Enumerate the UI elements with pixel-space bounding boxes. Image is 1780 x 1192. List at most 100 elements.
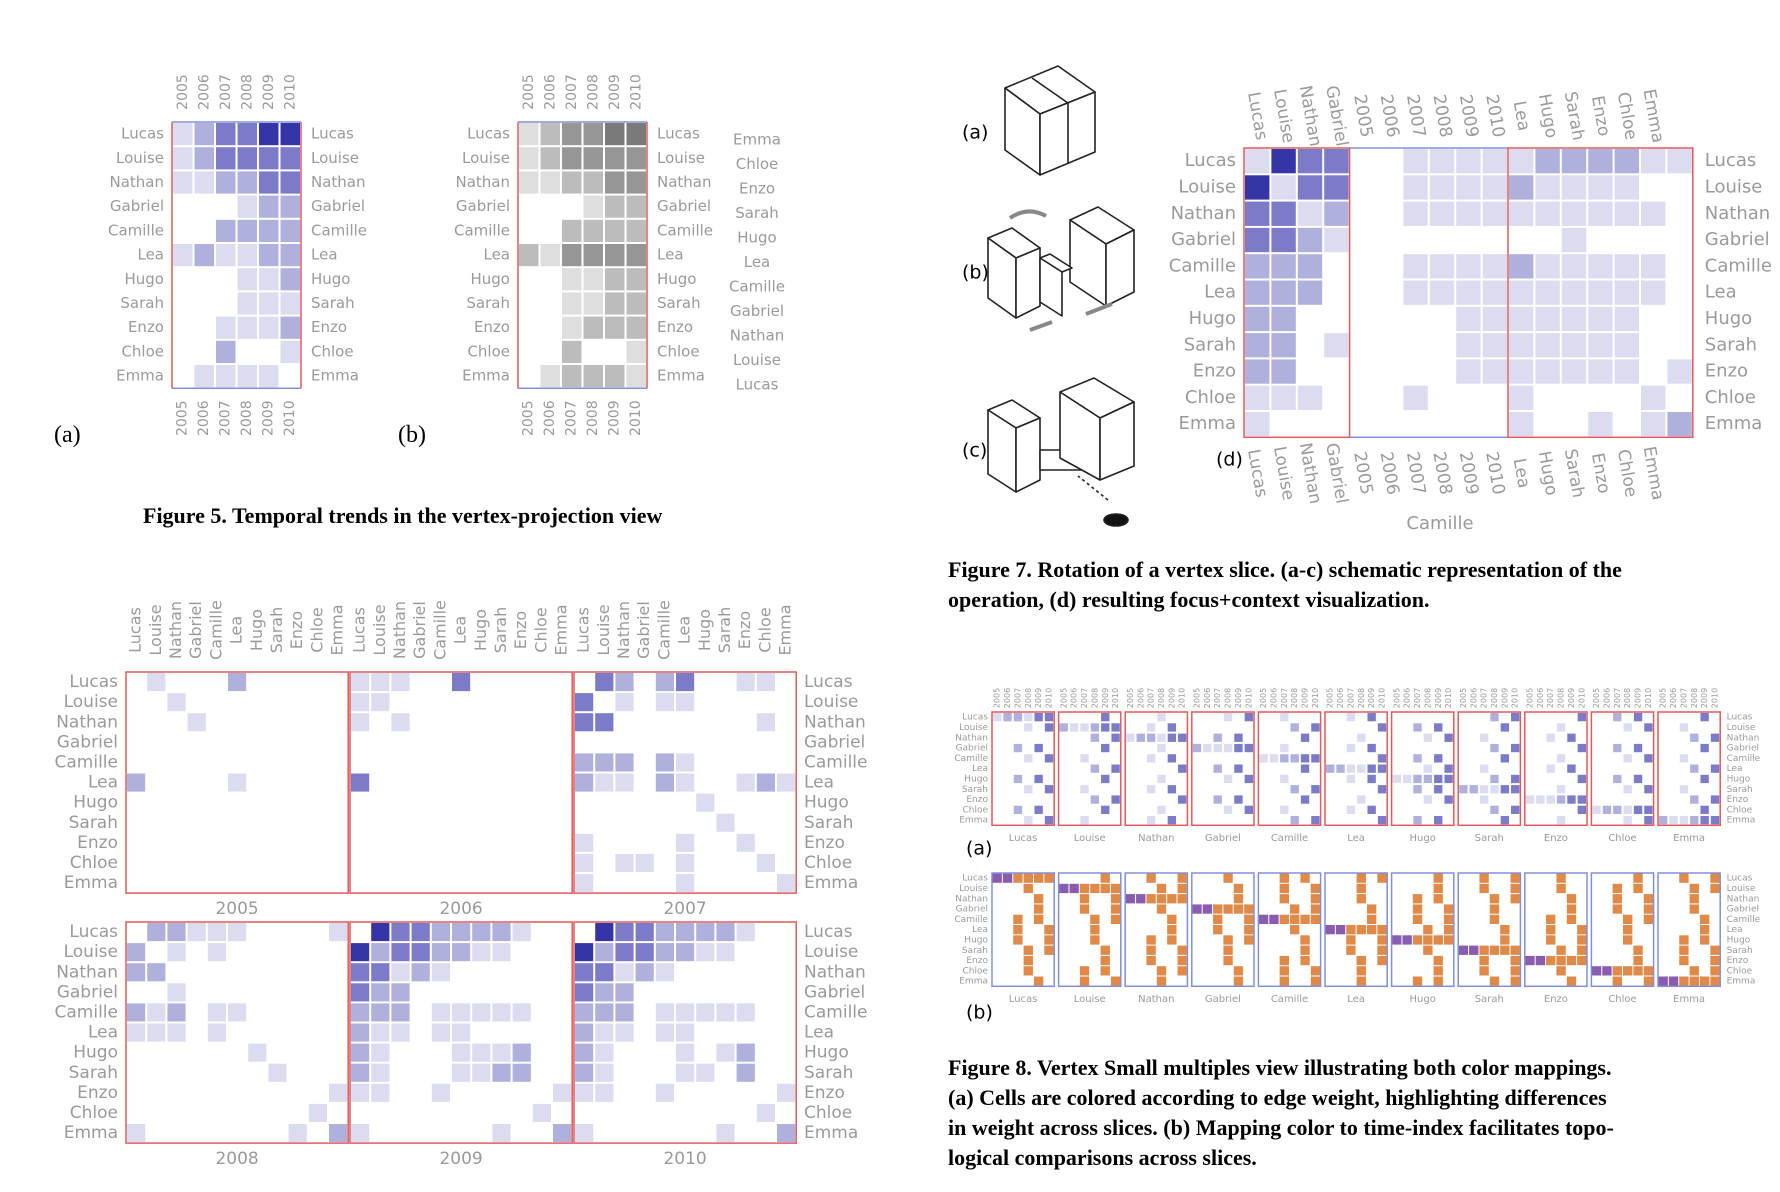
fig8b-cell xyxy=(1433,966,1443,976)
fig8b-cell xyxy=(1244,914,1254,924)
fig8-panel-label-a: Chloe xyxy=(1608,833,1636,844)
fig5a-cell xyxy=(236,315,258,340)
fig5b-row-label-left: Emma xyxy=(462,367,510,385)
fig5a-cell xyxy=(258,194,280,219)
fig8b-cell xyxy=(1612,976,1622,986)
fig6-cell xyxy=(755,672,776,693)
fig8a-cell xyxy=(1499,753,1511,764)
fig8b-cell xyxy=(1310,966,1321,976)
fig5b-cell xyxy=(604,194,626,219)
fig8b-cell xyxy=(1423,925,1433,935)
fig8b-cell xyxy=(1689,904,1699,914)
fig8-year-label: 2010 xyxy=(1511,688,1520,708)
fig7-right-cell xyxy=(1613,305,1640,333)
fig8a-cell xyxy=(1166,784,1178,795)
fig8b-row-label-right: Enzo xyxy=(1727,956,1749,966)
fig7-move-arrow-right xyxy=(1085,302,1113,316)
fig8-year-label: 2005 xyxy=(1392,688,1401,708)
fig5a-cell xyxy=(236,291,258,316)
fig7-right-cell xyxy=(1560,174,1588,201)
fig8a-cell xyxy=(1366,763,1377,774)
fig8a-cell xyxy=(1100,742,1111,754)
fig6-cell xyxy=(594,922,615,943)
fig8a-cell xyxy=(1499,784,1511,795)
fig6-cell xyxy=(594,1062,615,1083)
fig8-panel-label-a: Enzo xyxy=(1544,833,1568,844)
fig8b-cell xyxy=(1310,894,1321,904)
fig6-cell xyxy=(735,1002,756,1023)
fig8-year-label: 2010 xyxy=(1378,688,1387,708)
fig6-cell xyxy=(186,922,207,943)
fig8a-cell xyxy=(1478,763,1490,774)
fig6-cell xyxy=(350,1002,371,1023)
fig8b-cell xyxy=(1710,883,1720,894)
fig8a-cell xyxy=(1310,784,1321,795)
fig8a-row-label-left: Louise xyxy=(959,723,988,733)
fig8a-cell xyxy=(1622,815,1633,826)
fig6-cell xyxy=(776,1082,797,1103)
fig6-row-label-right: Emma xyxy=(804,873,858,893)
fig8b-cell xyxy=(1279,873,1289,883)
fig7-left-cell xyxy=(1323,332,1350,359)
fig8b-cell xyxy=(1643,894,1654,904)
fig8a-cell xyxy=(1023,815,1034,826)
fig7-right-cell xyxy=(1508,384,1535,412)
fig8a-cell xyxy=(1632,742,1644,754)
fig8b-cell xyxy=(1244,935,1254,945)
fig5a-cell xyxy=(236,243,258,268)
fig8a-row-label-right: Emma xyxy=(1727,816,1756,826)
fig8b-cell xyxy=(1244,925,1254,935)
fig8a-cell xyxy=(1510,784,1521,795)
fig8b-cell xyxy=(1535,955,1546,966)
fig8b-cell xyxy=(1479,945,1489,955)
fig8b-cell xyxy=(1546,925,1556,935)
fig8a-cell xyxy=(1376,753,1388,764)
fig6-col-label: Lucas xyxy=(574,607,593,653)
fig8b-cell xyxy=(1566,904,1577,914)
fig8b-cell xyxy=(1633,945,1643,955)
fig5a-cell xyxy=(193,364,215,389)
fig7-right-cell xyxy=(1587,358,1614,385)
fig8b-panel-frame xyxy=(1324,872,1388,988)
fig8b-cell xyxy=(1479,883,1489,894)
fig8-caption-line4: logical comparisons across slices. xyxy=(948,1145,1257,1170)
fig6-cell xyxy=(370,1042,391,1063)
fig5b-cell xyxy=(582,194,604,219)
fig6-col-label: Chloe xyxy=(531,607,550,652)
fig8a-cell xyxy=(1433,784,1444,795)
fig8b-cell xyxy=(1167,935,1177,945)
fig7-right-cell xyxy=(1640,279,1667,306)
fig6-col-label: Gabriel xyxy=(634,601,653,659)
fig8b-cell xyxy=(1679,945,1689,955)
fig8b-cell xyxy=(1377,925,1387,935)
fig8a-cell xyxy=(1166,753,1178,764)
fig5b-reversed-name: Nathan xyxy=(730,327,785,345)
fig8-panel-label-a: Lucas xyxy=(1009,833,1038,844)
fig7-col-label-bottom: Sarah xyxy=(1560,447,1588,499)
fig6-cell xyxy=(755,712,776,733)
fig6-row-label-left: Hugo xyxy=(73,1043,118,1063)
fig5b-cell xyxy=(604,170,626,195)
fig8a-cell xyxy=(1510,804,1521,816)
fig8-year-label: 2006 xyxy=(1469,688,1478,708)
fig8-year-label: 2009 xyxy=(1434,688,1443,708)
fig8a-cell xyxy=(1345,712,1357,723)
fig8a-cell xyxy=(1058,722,1069,733)
fig7-row-label-left: Sarah xyxy=(1184,334,1236,355)
fig7-right-cell xyxy=(1587,279,1614,306)
fig8a-row-label-right: Enzo xyxy=(1727,795,1749,805)
fig8-year-label: 2008 xyxy=(1157,688,1166,708)
fig6-row-label-left: Lea xyxy=(88,773,118,793)
fig8b-cell xyxy=(1279,966,1289,976)
fig6-cell xyxy=(675,692,696,713)
fig8b-cell xyxy=(1233,894,1244,904)
fig8b-row-label-right: Lucas xyxy=(1727,874,1753,884)
fig8b-cell xyxy=(1356,966,1366,976)
fig7-right-cell xyxy=(1560,305,1588,333)
fig8b-cell xyxy=(1167,925,1177,935)
fig8b-cell xyxy=(1679,935,1689,945)
fig8b-cell xyxy=(1090,935,1100,945)
fig6-cell xyxy=(574,1123,595,1144)
fig8-panel-label-b: Chloe xyxy=(1608,994,1636,1005)
fig8b-cell xyxy=(1100,955,1110,966)
